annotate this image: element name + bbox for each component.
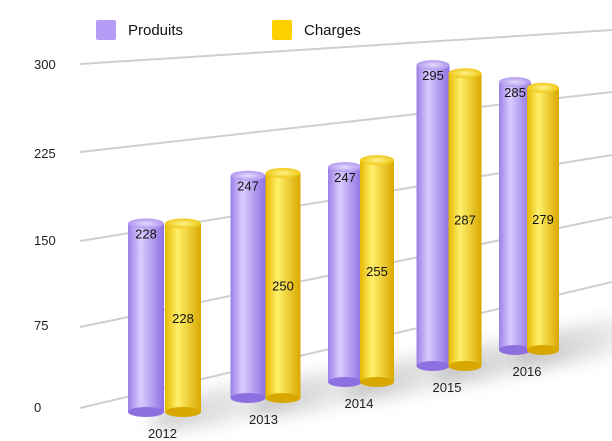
x-tick-label: 2016 <box>513 364 542 379</box>
bar-produits-2013 <box>230 170 266 403</box>
bar-charges-2016 <box>527 82 559 355</box>
bar-base <box>165 407 201 417</box>
y-axis-ticks: 0 75 150 225 300 <box>34 57 56 415</box>
bar-body <box>165 223 201 412</box>
bar-top <box>265 168 301 178</box>
data-label: 279 <box>532 212 554 227</box>
x-tick-label: 2013 <box>249 412 278 427</box>
data-label: 295 <box>422 68 444 83</box>
y-tick-label: 300 <box>34 57 56 72</box>
bar-top <box>230 170 266 181</box>
bar-body <box>448 73 482 366</box>
bar-charges-2014 <box>360 155 394 387</box>
bar-body <box>360 160 394 382</box>
bar-top <box>416 60 450 71</box>
bar-top <box>448 68 482 79</box>
data-label: 255 <box>366 264 388 279</box>
bar-produits-2015 <box>416 60 450 371</box>
y-tick-label: 75 <box>34 318 48 333</box>
bar-body <box>416 65 450 366</box>
bar-produits-2014 <box>328 162 362 387</box>
bar-top <box>527 82 559 93</box>
bar-base <box>128 407 164 417</box>
legend-swatch-charges <box>272 20 292 40</box>
bar-base <box>265 393 301 403</box>
bar-base <box>230 393 266 403</box>
data-label: 228 <box>172 311 194 326</box>
bar-body <box>128 223 164 412</box>
y-tick-label: 225 <box>34 146 56 161</box>
bar-produits-2016 <box>499 77 531 355</box>
bar-base <box>416 361 450 371</box>
bar-body <box>230 175 266 398</box>
bar-base <box>448 361 482 371</box>
bar-top <box>360 155 394 166</box>
x-tick-label: 2014 <box>345 396 374 411</box>
bars: 228 228 247 250 247 255 295 287 285 279 <box>128 60 559 417</box>
bar-top <box>499 77 531 88</box>
data-label: 247 <box>237 179 259 194</box>
bar-top <box>128 218 164 229</box>
data-label: 247 <box>334 170 356 185</box>
bar-top <box>165 218 201 229</box>
bar-base <box>360 377 394 387</box>
data-label: 250 <box>272 279 294 294</box>
y-tick-label: 0 <box>34 400 41 415</box>
bar-charges-2012 <box>165 218 201 417</box>
data-label: 287 <box>454 213 476 228</box>
bar-base <box>527 345 559 355</box>
bar-base <box>328 377 362 387</box>
bar-produits-2012 <box>128 218 164 417</box>
bar-body <box>265 173 301 398</box>
bar-top <box>328 162 362 173</box>
legend-item-produits: Produits <box>96 20 183 40</box>
bar-body <box>527 87 559 351</box>
x-tick-label: 2012 <box>148 426 177 441</box>
data-label: 228 <box>135 227 157 242</box>
bar-body <box>328 167 362 382</box>
grid-line <box>79 29 612 65</box>
x-axis-labels: 2012 2013 2014 2015 2016 <box>148 364 541 441</box>
x-tick-label: 2015 <box>433 380 462 395</box>
legend-label-charges: Charges <box>304 21 361 39</box>
legend-item-charges: Charges <box>272 20 361 40</box>
data-label: 285 <box>504 85 526 100</box>
bar-body <box>499 82 531 350</box>
bar-base <box>499 345 531 355</box>
y-tick-label: 150 <box>34 233 56 248</box>
legend-swatch-produits <box>96 20 116 40</box>
bar-charges-2013 <box>265 168 301 403</box>
legend-label-produits: Produits <box>128 21 184 39</box>
bar-charges-2015 <box>448 68 482 371</box>
